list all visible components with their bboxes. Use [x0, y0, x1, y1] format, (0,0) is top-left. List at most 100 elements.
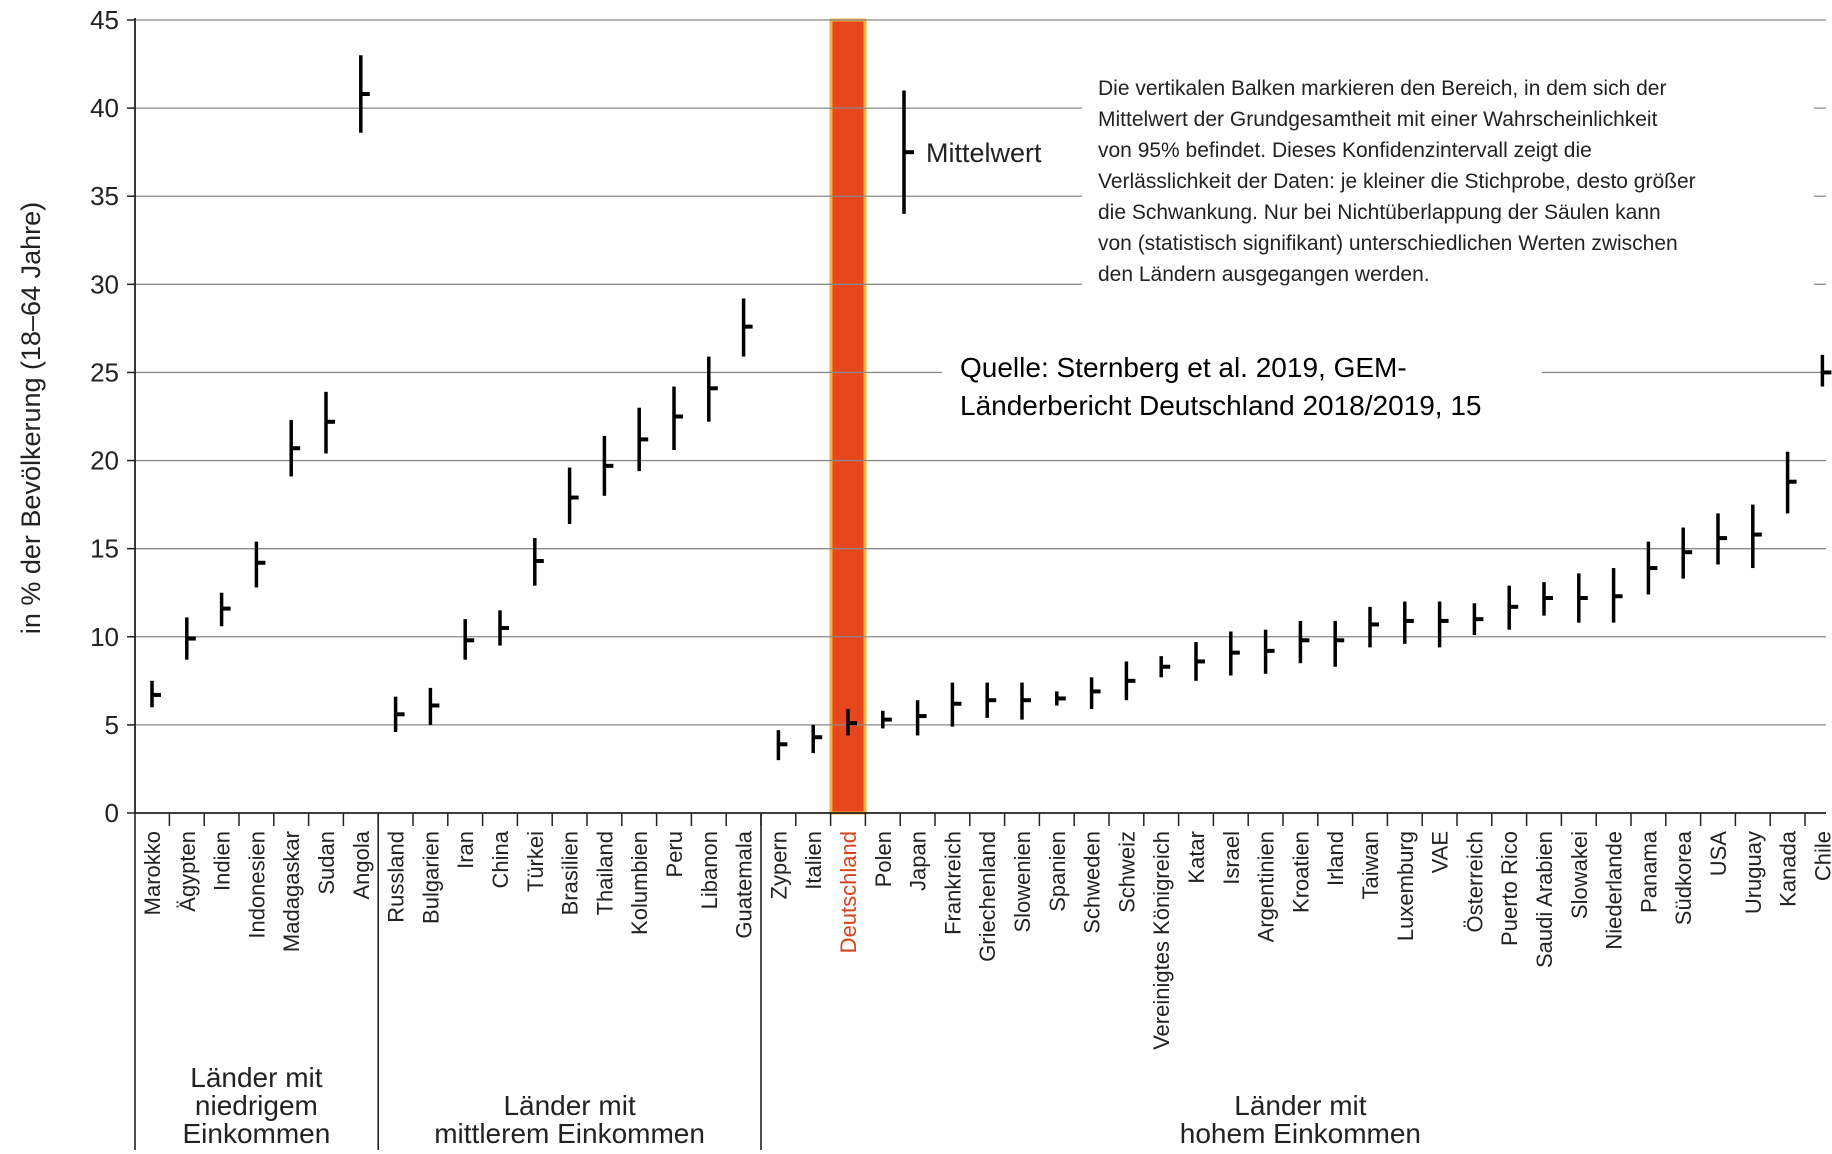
category-label: Katar — [1184, 831, 1209, 884]
ci-bar — [1542, 582, 1553, 616]
category-label: Griechenland — [975, 831, 1000, 962]
group-label: hohem Einkommen — [1180, 1118, 1421, 1149]
category-label: Guatemala — [732, 830, 757, 938]
ci-bar — [219, 592, 231, 627]
category-label: Kroatien — [1288, 831, 1313, 913]
legend: Mittelwert — [902, 90, 1042, 214]
ci-bar — [1194, 642, 1205, 681]
ci-bar — [1646, 541, 1658, 595]
ci-bar — [1507, 585, 1519, 630]
ci-bar — [1751, 504, 1762, 569]
category-label: VAE — [1428, 831, 1453, 873]
category-label: Chile — [1810, 831, 1832, 881]
ci-bar — [533, 538, 544, 586]
category-label: Argentinien — [1254, 831, 1279, 942]
ci-bar — [707, 356, 718, 422]
y-tick-label: 25 — [90, 357, 119, 387]
category-label: Taiwan — [1358, 831, 1383, 899]
note-line: Mittelwert der Grundgesamtheit mit einer… — [1098, 108, 1658, 131]
ci-bar — [1820, 354, 1832, 387]
source-box: Quelle: Sternberg et al. 2019, GEM- Lände… — [942, 340, 1542, 430]
category-label: Indonesien — [244, 831, 269, 939]
group-label: mittlerem Einkommen — [434, 1118, 705, 1149]
source-line: Länderbericht Deutschland 2018/2019, 15 — [960, 390, 1482, 421]
ci-bar — [463, 619, 475, 660]
category-label: Spanien — [1045, 831, 1070, 912]
category-label: Schweden — [1080, 831, 1105, 934]
y-tick-label: 35 — [90, 181, 119, 211]
y-tick-label: 10 — [90, 622, 119, 652]
category-label: Kolumbien — [627, 831, 652, 935]
x-ticks — [168, 813, 1806, 826]
category-label: Ägypten — [175, 831, 200, 912]
category-label: Italien — [801, 831, 826, 890]
category-label: Österreich — [1462, 831, 1487, 932]
ci-bar — [776, 730, 788, 761]
ci-bar — [359, 55, 370, 133]
category-label: Südkorea — [1671, 830, 1696, 925]
y-axis-label: in % der Bevölkerung (18–64 Jahre) — [16, 202, 46, 634]
note-line: den Ländern ausgegangen werden. — [1098, 263, 1430, 286]
category-label: Polen — [871, 831, 896, 887]
category-label: Saudi Arabien — [1532, 831, 1557, 968]
source-line: Quelle: Sternberg et al. 2019, GEM- — [960, 352, 1407, 383]
ci-bar — [1472, 603, 1484, 636]
category-label: Libanon — [697, 831, 722, 909]
category-label: Iran — [453, 831, 478, 869]
ci-bar — [741, 298, 753, 357]
ci-bar — [1611, 568, 1623, 623]
highlight-band — [829, 18, 867, 815]
ci-bar — [1577, 573, 1588, 623]
note-text-block: Die vertikalen Balken markieren den Bere… — [1082, 72, 1814, 294]
ci-bar — [811, 724, 823, 754]
y-tick-label: 5 — [105, 710, 119, 740]
ci-bar — [1437, 601, 1449, 648]
y-tick-labels: 0 5 10 15 20 25 30 35 40 45 — [90, 5, 135, 828]
ci-bar — [672, 386, 683, 450]
group-label: Länder mit — [1234, 1090, 1367, 1121]
category-label: Niederlande — [1602, 831, 1627, 950]
category-label: Marokko — [140, 831, 165, 915]
group-label: Länder mit — [503, 1090, 636, 1121]
category-label: Peru — [662, 831, 687, 877]
ci-bar — [881, 710, 892, 729]
category-label: Russland — [384, 831, 409, 923]
ci-bar — [254, 541, 266, 588]
highlight-band-layer — [829, 18, 867, 815]
category-label: Sudan — [314, 831, 339, 895]
ci-bar — [1229, 631, 1240, 676]
category-label: Japan — [906, 831, 931, 891]
ci-bar — [950, 682, 962, 727]
ci-bar — [846, 709, 857, 736]
ci-bar — [1403, 601, 1414, 644]
ci-bar — [915, 700, 927, 736]
category-label: Puerto Rico — [1497, 831, 1522, 946]
category-label: Angola — [349, 830, 374, 899]
y-tick-label: 0 — [105, 798, 119, 828]
category-label: Indien — [210, 831, 235, 891]
group-label: niedrigem — [195, 1090, 318, 1121]
ci-bar — [637, 407, 649, 472]
ci-bar — [289, 420, 301, 477]
category-label: Slowakei — [1567, 831, 1592, 919]
ci-bar — [185, 617, 196, 660]
group-label: Länder mit — [190, 1062, 323, 1093]
note-background — [1082, 72, 1814, 294]
y-tick-label: 30 — [90, 269, 119, 299]
note-line: von (statistisch signifikant) unterschie… — [1098, 232, 1678, 255]
ci-bar — [1263, 629, 1275, 674]
ci-bar — [1089, 677, 1101, 710]
ci-bar — [498, 610, 509, 646]
category-label: Frankreich — [940, 831, 965, 935]
ci-bar — [567, 467, 579, 524]
y-tick-label: 40 — [90, 93, 119, 123]
note-line: von 95% befindet. Dieses Konfidenzinterv… — [1098, 139, 1592, 162]
category-label: Madagaskar — [279, 831, 304, 952]
note-line: die Schwankung. Nur bei Nichtüberlappung… — [1098, 201, 1661, 224]
ci-bar — [985, 682, 997, 718]
category-label: USA — [1706, 831, 1731, 877]
category-label: Uruguay — [1741, 831, 1766, 914]
ci-bar — [1298, 620, 1310, 664]
